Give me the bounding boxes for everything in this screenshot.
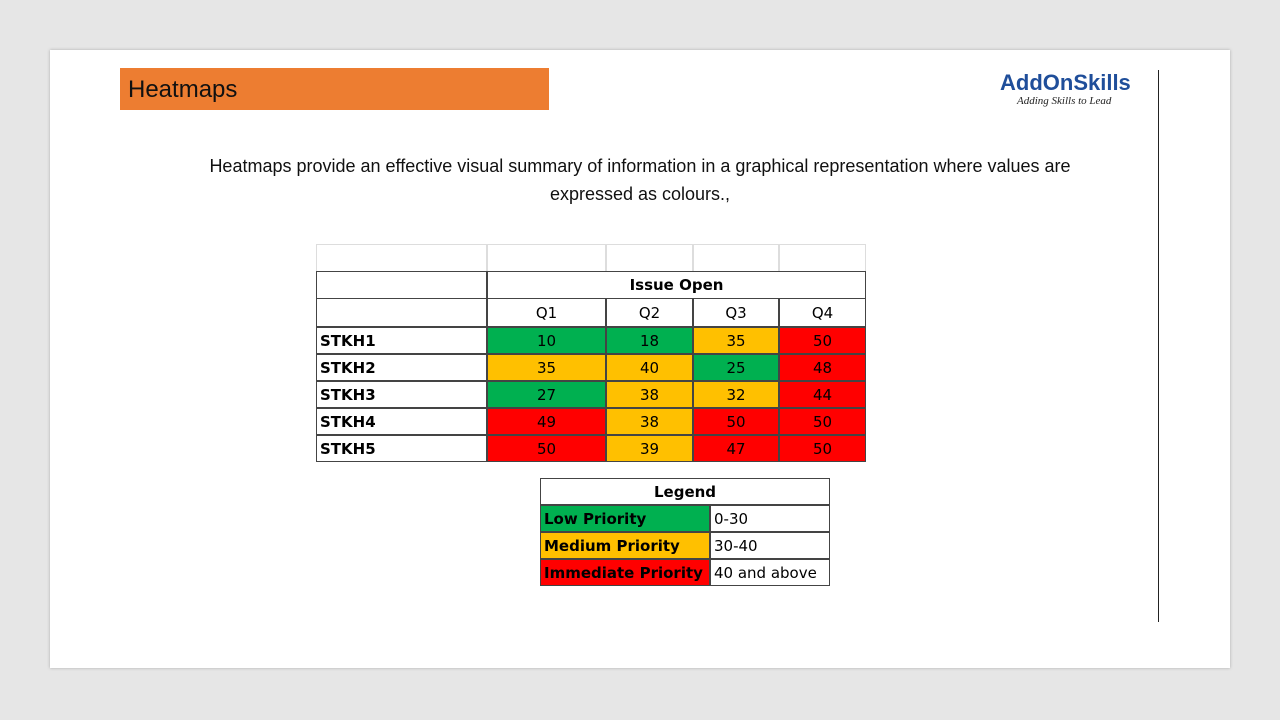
row-label: STKH2 [316, 354, 487, 381]
legend-range: 40 and above [710, 559, 830, 586]
column-header: Q3 [693, 298, 779, 327]
empty-cell [316, 244, 487, 272]
heat-cell: 50 [693, 408, 779, 435]
tagline: Adding Skills to Lead [1017, 95, 1112, 107]
legend-range: 30-40 [710, 532, 830, 559]
heat-cell: 48 [779, 354, 866, 381]
slide: Heatmaps AddOnSkills Adding Skills to Le… [50, 50, 1230, 668]
heat-cell: 32 [693, 381, 779, 408]
column-header: Q1 [487, 298, 606, 327]
heat-cell: 50 [779, 435, 866, 462]
row-label: STKH1 [316, 327, 487, 354]
heat-cell: 50 [487, 435, 606, 462]
group-header: Issue Open [487, 271, 866, 299]
empty-cell [693, 244, 779, 272]
heat-cell: 38 [606, 408, 693, 435]
empty-cell [606, 244, 693, 272]
heat-cell: 18 [606, 327, 693, 354]
heat-cell: 44 [779, 381, 866, 408]
legend-label: Low Priority [540, 505, 710, 532]
heat-cell: 35 [693, 327, 779, 354]
heat-cell: 40 [606, 354, 693, 381]
heat-cell: 39 [606, 435, 693, 462]
heat-cell: 50 [779, 327, 866, 354]
heat-cell: 50 [779, 408, 866, 435]
divider [1158, 70, 1159, 622]
slide-title: Heatmaps [128, 76, 238, 103]
description: Heatmaps provide an effective visual sum… [209, 156, 1071, 204]
legend-label: Immediate Priority [540, 559, 710, 586]
empty-cell [487, 244, 606, 272]
heat-cell: 35 [487, 354, 606, 381]
legend-label: Medium Priority [540, 532, 710, 559]
row-label: STKH4 [316, 408, 487, 435]
legend-title: Legend [540, 478, 830, 505]
heat-cell: 49 [487, 408, 606, 435]
heat-cell: 27 [487, 381, 606, 408]
column-header: Q2 [606, 298, 693, 327]
column-header: Q4 [779, 298, 866, 327]
heat-cell: 10 [487, 327, 606, 354]
empty-cell [316, 298, 487, 327]
empty-cell [779, 244, 866, 272]
empty-cell [316, 271, 487, 299]
heat-cell: 38 [606, 381, 693, 408]
row-label: STKH5 [316, 435, 487, 462]
heat-cell: 25 [693, 354, 779, 381]
row-label: STKH3 [316, 381, 487, 408]
logo: AddOnSkills [1000, 70, 1131, 95]
legend-range: 0-30 [710, 505, 830, 532]
heat-cell: 47 [693, 435, 779, 462]
title-bar [120, 68, 549, 110]
